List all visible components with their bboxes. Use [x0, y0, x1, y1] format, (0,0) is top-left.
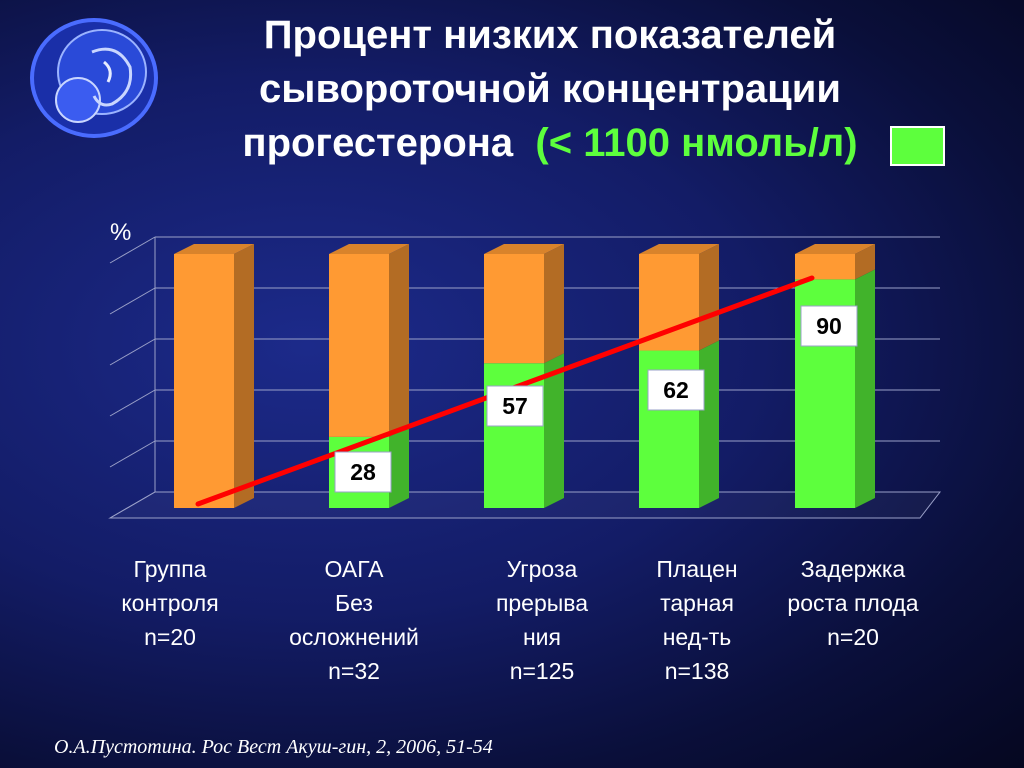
gridline-side-2	[109, 389, 156, 417]
data-label-1: 57	[502, 393, 528, 419]
category-label-growth-restriction: Задержка роста плода n=20	[787, 556, 919, 650]
bar-green-2-front	[484, 363, 544, 508]
bar-green-3-side	[699, 340, 719, 508]
bar-orange-3-side	[699, 244, 719, 351]
citation: О.А.Пустотина. Рос Вест Акуш-гин, 2, 200…	[54, 736, 493, 758]
bar-orange-0-side	[234, 244, 254, 508]
data-label-box-2	[647, 369, 705, 411]
data-label-box-3	[800, 305, 858, 347]
title-line-3: прогестерона (< 1100 нмоль/л)	[150, 116, 950, 170]
category-label-threat: Угроза прерыва ния n=125	[495, 556, 589, 684]
bar-orange-0-front	[174, 254, 234, 508]
title-line-1: Процент низких показателей	[263, 13, 837, 57]
bar-orange-0-top	[174, 244, 254, 254]
category-label-oaga: ОАГА Без осложнений n=32	[289, 556, 419, 684]
gridline-side-4	[109, 287, 156, 315]
gridline-side-1	[109, 440, 156, 468]
bar-green-4-side	[855, 269, 875, 508]
bar-orange-2-side	[544, 244, 564, 364]
bar-orange-4-front	[795, 254, 855, 280]
bar-orange-3-front	[639, 254, 699, 351]
y-axis-label: %	[110, 219, 131, 246]
legend-swatch-green	[890, 126, 945, 166]
gridline-side-3	[109, 338, 156, 366]
gridline-side-5	[109, 236, 156, 264]
title-line-2: сывороточной концентрации	[259, 67, 841, 111]
bar-orange-4-side	[855, 244, 875, 280]
category-label-control: Группа контроля n=20	[121, 556, 219, 650]
data-label-3: 90	[816, 313, 842, 339]
title-threshold: (< 1100 нмоль/л)	[535, 121, 858, 165]
data-label-box-0	[334, 451, 392, 493]
bar-orange-3-top	[639, 244, 719, 254]
data-label-box-1	[486, 385, 544, 427]
slide-title: Процент низких показателей сывороточной …	[150, 8, 950, 170]
category-label-placental: Плацен тарная нед-ть n=138	[656, 556, 738, 684]
gridline-side-0	[109, 491, 156, 519]
bar-orange-1-side	[389, 244, 409, 437]
title-line-3-main: прогестерона	[242, 121, 514, 165]
bar-orange-4-top	[795, 244, 875, 254]
data-label-0: 28	[350, 459, 376, 485]
bar-orange-1-top	[329, 244, 409, 254]
bar-green-1-side	[389, 426, 409, 508]
fetus-logo-icon	[30, 18, 158, 138]
data-label-2: 62	[663, 377, 689, 403]
bar-orange-2-top	[484, 244, 564, 254]
bar-green-2-side	[544, 353, 564, 508]
bar-orange-1-front	[329, 254, 389, 437]
bar-orange-2-front	[484, 254, 544, 364]
